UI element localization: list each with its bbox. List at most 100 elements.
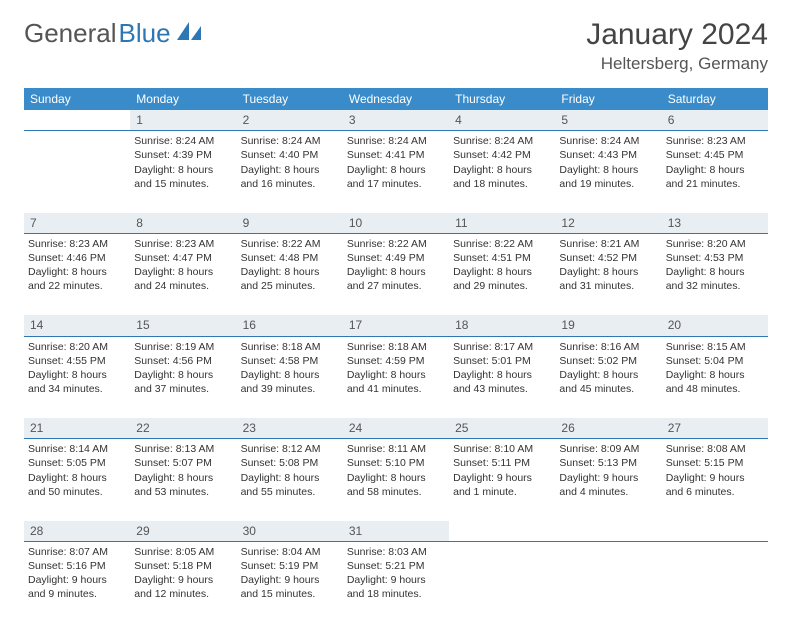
day-number-row: 123456 bbox=[24, 110, 768, 131]
day2-text: and 12 minutes. bbox=[134, 587, 232, 601]
day1-text: Daylight: 9 hours bbox=[28, 573, 126, 587]
day1-text: Daylight: 9 hours bbox=[453, 471, 551, 485]
day-cell: Sunrise: 8:24 AMSunset: 4:42 PMDaylight:… bbox=[449, 131, 555, 213]
day-cell bbox=[24, 131, 130, 213]
day2-text: and 25 minutes. bbox=[241, 279, 339, 293]
day-cell: Sunrise: 8:19 AMSunset: 4:56 PMDaylight:… bbox=[130, 336, 236, 418]
day-number: 21 bbox=[24, 418, 130, 439]
day-number: 31 bbox=[343, 521, 449, 542]
day-cell: Sunrise: 8:22 AMSunset: 4:51 PMDaylight:… bbox=[449, 233, 555, 315]
weekday-header: Friday bbox=[555, 88, 661, 110]
weekday-header: Tuesday bbox=[237, 88, 343, 110]
day-number: 6 bbox=[662, 110, 768, 131]
logo-text-2: Blue bbox=[119, 18, 171, 49]
day2-text: and 24 minutes. bbox=[134, 279, 232, 293]
day-number: 25 bbox=[449, 418, 555, 439]
day-cell: Sunrise: 8:24 AMSunset: 4:43 PMDaylight:… bbox=[555, 131, 661, 213]
sunset-text: Sunset: 4:41 PM bbox=[347, 148, 445, 162]
weekday-header: Wednesday bbox=[343, 88, 449, 110]
sunset-text: Sunset: 4:47 PM bbox=[134, 251, 232, 265]
day-number-row: 78910111213 bbox=[24, 213, 768, 234]
month-title: January 2024 bbox=[586, 18, 768, 52]
day-cell: Sunrise: 8:24 AMSunset: 4:40 PMDaylight:… bbox=[237, 131, 343, 213]
day-number-row: 14151617181920 bbox=[24, 315, 768, 336]
day2-text: and 32 minutes. bbox=[666, 279, 764, 293]
day-number: 29 bbox=[130, 521, 236, 542]
weekday-header: Monday bbox=[130, 88, 236, 110]
sunset-text: Sunset: 4:43 PM bbox=[559, 148, 657, 162]
sunrise-text: Sunrise: 8:09 AM bbox=[559, 442, 657, 456]
day2-text: and 37 minutes. bbox=[134, 382, 232, 396]
day-cell bbox=[555, 541, 661, 623]
day-content-row: Sunrise: 8:07 AMSunset: 5:16 PMDaylight:… bbox=[24, 541, 768, 623]
day-number: 11 bbox=[449, 213, 555, 234]
day2-text: and 45 minutes. bbox=[559, 382, 657, 396]
day-content-row: Sunrise: 8:20 AMSunset: 4:55 PMDaylight:… bbox=[24, 336, 768, 418]
logo-sail-icon bbox=[175, 18, 203, 49]
day-cell: Sunrise: 8:24 AMSunset: 4:41 PMDaylight:… bbox=[343, 131, 449, 213]
sunset-text: Sunset: 5:02 PM bbox=[559, 354, 657, 368]
day-number: 8 bbox=[130, 213, 236, 234]
day1-text: Daylight: 8 hours bbox=[453, 163, 551, 177]
day1-text: Daylight: 9 hours bbox=[241, 573, 339, 587]
sunset-text: Sunset: 4:48 PM bbox=[241, 251, 339, 265]
sunrise-text: Sunrise: 8:16 AM bbox=[559, 340, 657, 354]
sunset-text: Sunset: 5:07 PM bbox=[134, 456, 232, 470]
weekday-header-row: SundayMondayTuesdayWednesdayThursdayFrid… bbox=[24, 88, 768, 110]
sunset-text: Sunset: 5:21 PM bbox=[347, 559, 445, 573]
day1-text: Daylight: 8 hours bbox=[559, 368, 657, 382]
day2-text: and 39 minutes. bbox=[241, 382, 339, 396]
day2-text: and 29 minutes. bbox=[453, 279, 551, 293]
day2-text: and 18 minutes. bbox=[453, 177, 551, 191]
sunset-text: Sunset: 5:10 PM bbox=[347, 456, 445, 470]
day2-text: and 34 minutes. bbox=[28, 382, 126, 396]
day1-text: Daylight: 8 hours bbox=[559, 265, 657, 279]
day-number: 18 bbox=[449, 315, 555, 336]
day1-text: Daylight: 8 hours bbox=[134, 265, 232, 279]
day2-text: and 22 minutes. bbox=[28, 279, 126, 293]
sunrise-text: Sunrise: 8:08 AM bbox=[666, 442, 764, 456]
day-cell: Sunrise: 8:12 AMSunset: 5:08 PMDaylight:… bbox=[237, 439, 343, 521]
day2-text: and 4 minutes. bbox=[559, 485, 657, 499]
day2-text: and 50 minutes. bbox=[28, 485, 126, 499]
day-number bbox=[555, 521, 661, 542]
day-number: 19 bbox=[555, 315, 661, 336]
day-content-row: Sunrise: 8:23 AMSunset: 4:46 PMDaylight:… bbox=[24, 233, 768, 315]
day-number: 17 bbox=[343, 315, 449, 336]
sunset-text: Sunset: 4:42 PM bbox=[453, 148, 551, 162]
weekday-header: Sunday bbox=[24, 88, 130, 110]
sunrise-text: Sunrise: 8:23 AM bbox=[28, 237, 126, 251]
day2-text: and 1 minute. bbox=[453, 485, 551, 499]
day-number: 13 bbox=[662, 213, 768, 234]
day-number: 10 bbox=[343, 213, 449, 234]
day2-text: and 16 minutes. bbox=[241, 177, 339, 191]
location: Heltersberg, Germany bbox=[586, 54, 768, 74]
sunset-text: Sunset: 5:11 PM bbox=[453, 456, 551, 470]
day-cell: Sunrise: 8:23 AMSunset: 4:47 PMDaylight:… bbox=[130, 233, 236, 315]
day-cell: Sunrise: 8:20 AMSunset: 4:53 PMDaylight:… bbox=[662, 233, 768, 315]
day-cell: Sunrise: 8:20 AMSunset: 4:55 PMDaylight:… bbox=[24, 336, 130, 418]
sunrise-text: Sunrise: 8:22 AM bbox=[347, 237, 445, 251]
day2-text: and 9 minutes. bbox=[28, 587, 126, 601]
day-content-row: Sunrise: 8:14 AMSunset: 5:05 PMDaylight:… bbox=[24, 439, 768, 521]
sunrise-text: Sunrise: 8:18 AM bbox=[347, 340, 445, 354]
day-cell bbox=[449, 541, 555, 623]
day1-text: Daylight: 8 hours bbox=[241, 471, 339, 485]
sunrise-text: Sunrise: 8:24 AM bbox=[347, 134, 445, 148]
sunrise-text: Sunrise: 8:04 AM bbox=[241, 545, 339, 559]
sunset-text: Sunset: 5:15 PM bbox=[666, 456, 764, 470]
day1-text: Daylight: 8 hours bbox=[134, 163, 232, 177]
day1-text: Daylight: 8 hours bbox=[241, 368, 339, 382]
sunrise-text: Sunrise: 8:24 AM bbox=[241, 134, 339, 148]
sunrise-text: Sunrise: 8:05 AM bbox=[134, 545, 232, 559]
sunrise-text: Sunrise: 8:07 AM bbox=[28, 545, 126, 559]
sunset-text: Sunset: 5:13 PM bbox=[559, 456, 657, 470]
day-number: 7 bbox=[24, 213, 130, 234]
sunset-text: Sunset: 5:19 PM bbox=[241, 559, 339, 573]
day1-text: Daylight: 8 hours bbox=[347, 163, 445, 177]
day2-text: and 19 minutes. bbox=[559, 177, 657, 191]
sunrise-text: Sunrise: 8:20 AM bbox=[666, 237, 764, 251]
sunset-text: Sunset: 5:16 PM bbox=[28, 559, 126, 573]
day2-text: and 41 minutes. bbox=[347, 382, 445, 396]
sunset-text: Sunset: 4:52 PM bbox=[559, 251, 657, 265]
